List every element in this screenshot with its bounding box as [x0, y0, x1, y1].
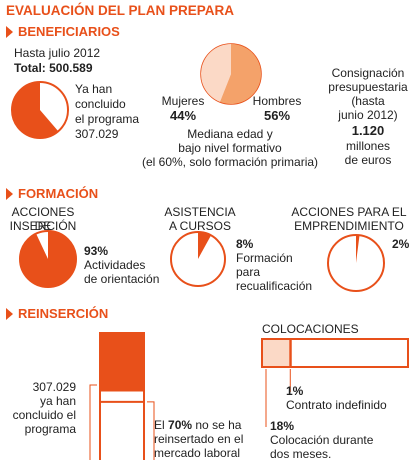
consig-value: 1.120 — [351, 123, 385, 138]
reins-left-line1: 307.029 — [32, 380, 76, 394]
concluded-line3: el programa — [75, 112, 140, 126]
reins-bar-fill — [100, 333, 144, 392]
pie-insercion-slice — [19, 231, 77, 287]
consig-line1: Consignación — [331, 66, 405, 80]
asistencia-pct: 8% — [236, 237, 254, 251]
insercion-desc2: de orientación — [84, 272, 160, 286]
consig-line2: presupuestaria — [328, 80, 408, 94]
reins-right-line2: reinsertado en el — [154, 432, 244, 446]
insercion-title1: ACCIONES DE — [11, 205, 75, 233]
reins-left-bracket — [89, 384, 97, 460]
pie-gender-mujeres-slice — [200, 44, 231, 102]
asistencia-desc1: Formación — [236, 251, 293, 265]
concluded-line1: Ya han — [75, 82, 113, 96]
reins-right-pre: El — [154, 418, 169, 432]
reins-left-line4: programa — [24, 422, 76, 436]
mediana-line2: bajo nivel formativo — [178, 141, 282, 155]
insercion-pct: 93% — [84, 244, 109, 258]
reins-right-bold: 70% — [168, 418, 193, 432]
total-value: 500.589 — [49, 61, 93, 75]
dos-label2: dos meses. — [270, 447, 332, 461]
hasta-label: Hasta julio 2012 — [14, 46, 101, 60]
insercion-desc1: Actividades — [84, 258, 146, 272]
emprend-pct: 2% — [392, 237, 410, 251]
coloc-bar-dos-meses — [263, 340, 290, 366]
mediana-line3: (el 60%, solo formación primaria) — [141, 155, 319, 169]
page-title: EVALUACIÓN DEL PLAN PREPARA — [6, 3, 235, 18]
dos-pct: 18% — [270, 419, 295, 433]
section-heading-beneficiarios: BENEFICIARIOS — [6, 24, 120, 39]
arrow-icon — [6, 26, 13, 38]
reins-right-bracket — [147, 401, 155, 460]
asistencia-desc2: para — [236, 265, 261, 279]
mujeres-label: Mujeres — [161, 94, 205, 108]
insercion-title2: INSERCIÓN — [9, 219, 77, 233]
arrow-icon — [6, 188, 13, 200]
concluded-value: 307.029 — [75, 127, 119, 141]
hombres-pct: 56% — [263, 108, 291, 123]
indef-label: Contrato indefinido — [286, 398, 387, 412]
pie-gender-hombres-slice — [219, 44, 261, 104]
consig-line5: millones — [345, 139, 390, 153]
reins-right-post: no se ha — [192, 418, 242, 432]
section-heading-label: BENEFICIARIOS — [18, 24, 120, 39]
reins-left-line3: concluido el — [12, 408, 76, 422]
pie-emprendimiento-slice — [356, 235, 360, 263]
mujeres-pct: 44% — [169, 108, 197, 123]
asistencia-title2: A CURSOS — [168, 219, 231, 233]
emprend-title1: ACCIONES PARA EL — [291, 205, 407, 219]
reins-left-line2: ya han — [39, 394, 76, 408]
section-heading-reinsercion: REINSERCIÓN — [6, 306, 108, 321]
section-heading-label: REINSERCIÓN — [18, 306, 109, 321]
section-heading-label: FORMACIÓN — [18, 186, 99, 201]
reins-right-line1: El 70% no se ha — [154, 418, 241, 432]
total-line: Total: 500.589 — [14, 61, 93, 75]
reins-right-line3: mercado laboral — [154, 446, 241, 460]
section-heading-formacion: FORMACIÓN — [6, 186, 98, 201]
consig-line4: junio 2012) — [338, 108, 398, 122]
consig-line3: (hasta — [351, 94, 385, 108]
coloc-bar-indefinido — [289, 340, 292, 366]
arrow-icon — [6, 308, 13, 320]
colocaciones-title: COLOCACIONES — [262, 322, 359, 336]
pie-asistencia-slice — [198, 232, 212, 259]
asistencia-desc3: recualificación — [236, 279, 313, 293]
hombres-label: Hombres — [252, 94, 302, 108]
total-label: Total: — [14, 61, 46, 75]
consig-line6: de euros — [344, 153, 392, 167]
mediana-line1: Mediana edad y — [187, 127, 273, 141]
dos-label1: Colocación durante — [270, 433, 374, 447]
concluded-line2: concluido — [75, 97, 126, 111]
emprend-title2: EMPRENDIMIENTO — [294, 219, 404, 233]
asistencia-title1: ASISTENCIA — [164, 205, 236, 219]
pie-concluded-slice — [12, 82, 59, 138]
indef-pct: 1% — [286, 384, 304, 398]
